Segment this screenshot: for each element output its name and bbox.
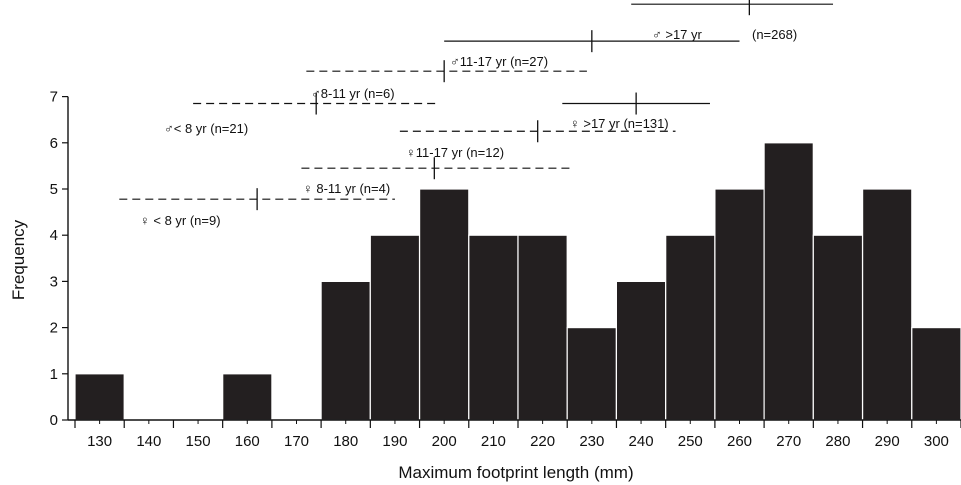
x-tick-label-250: 250 [678, 433, 703, 450]
y-axis-title: Frequency [9, 219, 28, 300]
range-label-5: ♂8-11 yr (n=6) [311, 86, 395, 101]
x-tick-label-240: 240 [629, 433, 654, 450]
range-label-8: (n=268) [752, 27, 797, 42]
x-tick-label-190: 190 [382, 433, 407, 450]
bar-250 [666, 235, 715, 420]
y-tick-label-7: 7 [50, 89, 58, 106]
bar-160 [223, 374, 272, 420]
x-tick-label-160: 160 [235, 433, 260, 450]
x-tick-label-130: 130 [87, 433, 112, 450]
y-tick-label-2: 2 [50, 320, 58, 337]
bar-270 [764, 143, 813, 420]
range-label-0: ♀ < 8 yr (n=9) [140, 213, 221, 228]
bar-200 [420, 189, 469, 420]
bar-230 [567, 328, 616, 420]
y-tick-label-5: 5 [50, 181, 58, 198]
x-tick-label-260: 260 [727, 433, 752, 450]
y-tick-label-0: 0 [50, 412, 58, 429]
x-tick-label-140: 140 [136, 433, 161, 450]
range-label-7: ♂ >17 yr [652, 27, 703, 42]
bar-190 [370, 235, 419, 420]
x-tick-label-290: 290 [875, 433, 900, 450]
y-tick-label-1: 1 [50, 366, 58, 383]
bar-130 [75, 374, 124, 420]
y-tick-label-3: 3 [50, 273, 58, 290]
x-tick-label-200: 200 [432, 433, 457, 450]
range-label-2: ♀11-17 yr (n=12) [406, 145, 504, 160]
range-label-4: ♂< 8 yr (n=21) [164, 121, 248, 136]
bar-240 [616, 281, 665, 420]
x-tick-label-150: 150 [186, 433, 211, 450]
x-tick-label-220: 220 [530, 433, 555, 450]
bar-220 [518, 235, 567, 420]
x-tick-label-170: 170 [284, 433, 309, 450]
x-axis-title: Maximum footprint length (mm) [398, 463, 633, 482]
x-tick-label-230: 230 [579, 433, 604, 450]
x-tick-label-180: 180 [333, 433, 358, 450]
bar-300 [912, 328, 961, 420]
bar-280 [813, 235, 862, 420]
y-tick-label-4: 4 [50, 227, 58, 244]
bar-260 [715, 189, 764, 420]
bar-180 [321, 281, 370, 420]
x-tick-label-280: 280 [825, 433, 850, 450]
range-label-3: ♀ >17 yr (n=131) [570, 116, 669, 131]
bars-layer [75, 143, 961, 420]
bar-210 [469, 235, 518, 420]
x-tick-label-210: 210 [481, 433, 506, 450]
y-tick-label-6: 6 [50, 135, 58, 152]
x-tick-label-270: 270 [776, 433, 801, 450]
range-label-1: ♀ 8-11 yr (n=4) [303, 181, 390, 196]
x-tick-label-300: 300 [924, 433, 949, 450]
bar-290 [863, 189, 912, 420]
range-label-6: ♂11-17 yr (n=27) [450, 54, 548, 69]
